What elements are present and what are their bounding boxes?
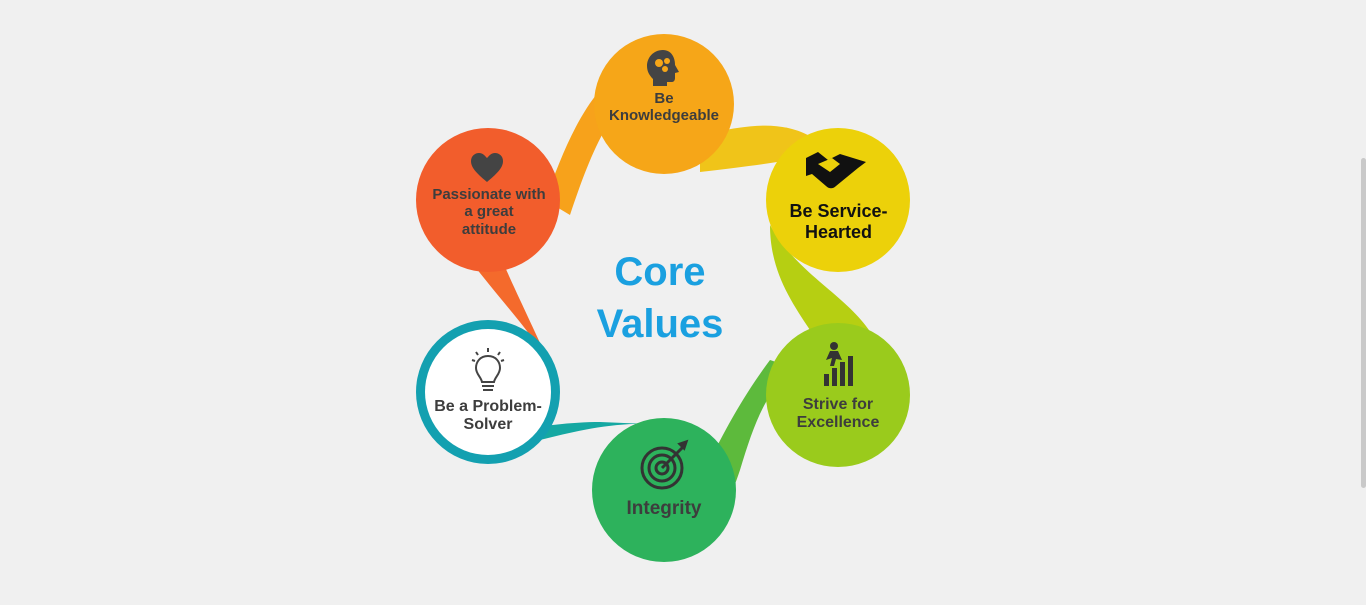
excellence-circle	[766, 323, 910, 467]
target-icon	[640, 439, 689, 490]
ribbon-knowledgeable-to-service	[700, 125, 830, 172]
value-label-passionate: Passionate with a great attitude	[432, 186, 546, 238]
heart-icon	[471, 153, 503, 182]
integrity-circle	[592, 418, 736, 562]
knowledgeable-circle	[594, 34, 734, 174]
service-hearted-circle	[766, 128, 910, 272]
problem-solver-circle	[425, 329, 551, 455]
handshake-icon	[806, 152, 866, 189]
passionate-circle	[416, 128, 560, 272]
scrollbar[interactable]	[1361, 158, 1366, 488]
value-label-service-hearted: Be Service- Hearted	[789, 201, 888, 242]
value-label-integrity: Integrity	[626, 498, 702, 519]
value-label-problem-solver: Be a Problem- Solver	[434, 398, 542, 434]
core-values-title: Core Values	[596, 250, 724, 346]
climbing-growth-icon	[824, 342, 853, 386]
lightbulb-icon	[471, 348, 505, 391]
brain-head-icon	[647, 50, 679, 86]
value-label-excellence: Strive for Excellence	[796, 396, 880, 432]
ribbon-service-to-excellence	[770, 225, 880, 350]
value-label-knowledgeable: Be Knowledgeable	[608, 90, 720, 125]
